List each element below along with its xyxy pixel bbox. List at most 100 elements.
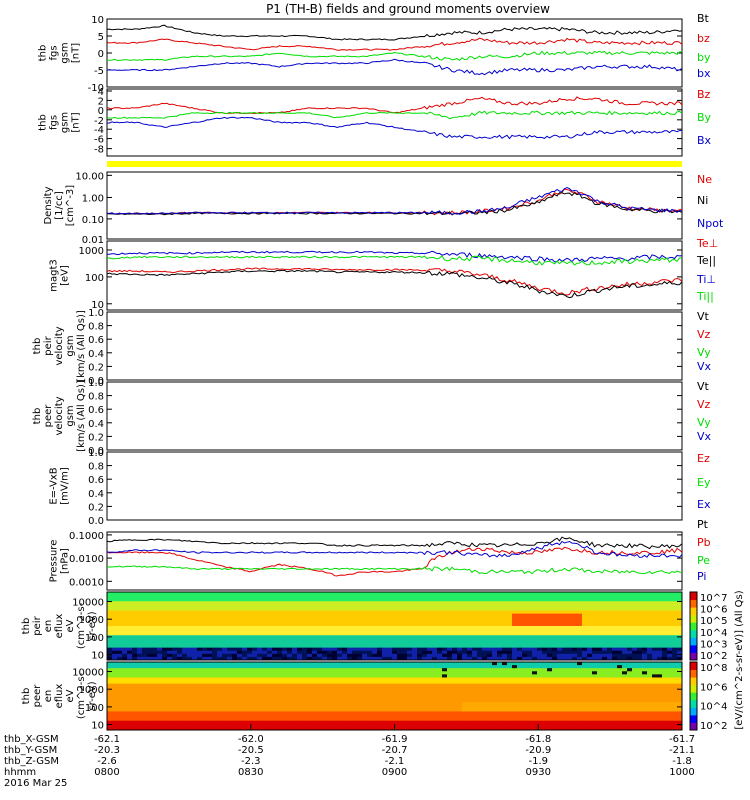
y-axis-label-line: Pressure [49,540,60,583]
y-axis-label-line: peer [32,684,43,708]
y-axis-label-line: velocity [54,326,65,365]
y-axis-label-line: gsm [65,335,76,356]
x-axis-row-label: 2016 Mar 25 [4,778,67,789]
panel-3: 10.00 1.00 0.10 0.01 Density [1/cc] [cm^-3] Ne N… [43,171,724,246]
y-tick-label: 10 [91,300,104,311]
series-Ti⊥ [106,250,683,263]
panel-frame [106,381,683,451]
legend-entry: Ti|| [696,290,714,303]
legend-entry: Ey [697,476,711,489]
x-axis-row-label: thb_Z-GSM [4,756,59,767]
legend-entry: Vx [697,360,712,373]
y-axis-label-line: sr-eV) [87,611,98,640]
legend-entry: Ex [697,498,711,511]
y-tick-label: 0.6 [88,475,104,486]
y-tick-label: 0.0010 [69,577,104,588]
colorbar-tick: 10^2 [700,721,727,732]
y-axis-label-line: [nPa] [60,548,71,574]
legend-entry: By [697,111,712,124]
y-tick-label: 0.6 [88,405,104,416]
panel-frame [106,531,683,591]
series-Pt [106,536,683,550]
x-tick-gsm-y: -20.9 [525,745,551,756]
legend-entry: Vt [697,310,710,323]
y-tick-label: 0.6 [88,335,104,346]
panel-frame [106,171,683,240]
colorbar-tick: 10^7 [700,593,727,604]
y-tick-label: 0.0 [88,446,104,457]
series-Pi [106,540,683,558]
series-Bz [106,96,683,115]
series-bz [106,37,683,51]
y-axis-label-line: Density [43,186,54,224]
y-tick-label: 0.4 [88,419,104,430]
y-tick-label: 1000 [79,685,104,696]
y-axis-label: Density [1/cc] [cm^-3] [43,185,76,226]
legend-entry: Ne [697,173,712,186]
x-tick-gsm-x: -62.1 [94,734,120,745]
y-axis-label-line: E=-VxB [49,467,60,504]
plot-title: P1 (TH-B) fields and ground moments over… [266,2,550,16]
legend-entry: Te|| [696,254,716,267]
y-tick-label: -4 [94,125,104,136]
y-tick-label: 10 [91,15,104,26]
y-tick-label: -8 [94,145,104,156]
x-tick-gsm-z: -2.6 [97,756,117,767]
x-axis-row-label: hhmm [4,767,36,778]
legend-entry: Pe [697,554,710,567]
y-axis-label-line: [nT] [71,112,82,132]
x-tick-gsm-z: -1.8 [672,756,692,767]
panel-frame [106,591,683,661]
y-axis-label: magt3 [eV] [49,259,71,292]
y-axis-label: thb peir en eflux eV (cm^2-s-sr-eV) [21,602,98,649]
panel-9: 10000 1000 100 10 thb peir en eflux eV (cm^2-s-sr… [21,591,727,662]
colorbar-tick: 10^8 [700,663,727,674]
y-axis-label: thb peer en eflux eV (cm^2-s-sr-eV) [21,672,98,719]
y-axis-label-line: eV [65,689,76,702]
series-Ti|| [106,255,683,266]
y-axis-label-line: gsm [60,112,71,133]
series-Pb [106,546,683,577]
y-axis-label-line: thb [32,408,43,425]
y-tick-label: 1.0 [88,378,104,389]
y-axis-label: Pressure [nPa] [49,540,71,583]
y-axis-label-line: thb [38,45,49,62]
legend-entry: Vz [697,398,711,411]
y-tick-label: 10 [91,721,104,732]
y-axis-label: thb fgs gsm [nT] [38,112,82,133]
panel-2: 420-2-4-6-8 thb fgs gsm [nT] Bz By Bx [38,87,712,157]
legend-entry: Ni [697,194,708,207]
legend-entry: Bz [697,88,711,101]
y-tick-label: 1.0 [88,448,104,459]
panel-frame [106,311,683,381]
colorbar: 10^8 10^6 10^4 10^2 [689,661,727,732]
spectrogram [107,592,683,661]
series-Te⊥ [106,267,683,296]
x-tick-time: 1000 [669,767,694,778]
y-tick-label: 10 [91,651,104,662]
y-tick-label: 0.01 [82,235,104,246]
y-tick-label: 1000 [79,615,104,626]
series-Pe [106,565,683,575]
y-tick-label: 0 [98,106,104,117]
y-tick-label: 1.0 [88,308,104,319]
y-tick-label: 10000 [72,668,104,679]
y-tick-label: 0.8 [88,462,104,473]
x-tick-gsm-z: -1.9 [528,756,548,767]
colorbar-label: [eV/(cm^2-s-sr-eV)] (All Qs) [734,590,745,729]
legend-entry: Ez [697,452,710,465]
y-tick-label: 2 [98,96,104,107]
y-tick-label: 5 [98,32,104,43]
y-axis-label-line: [mV/m] [60,467,71,505]
y-axis-label-line: sr-eV) [87,681,98,710]
y-axis-label-line: gsm [65,405,76,426]
x-axis-row-label: thb_Y-GSM [4,745,57,756]
series-By [106,110,683,120]
x-axis-row-label: thb_X-GSM [4,734,59,745]
y-axis-label: thb fgs gsm [nT] [38,42,82,63]
y-tick-label: 10000 [72,598,104,609]
x-tick-time: 0800 [94,767,119,778]
